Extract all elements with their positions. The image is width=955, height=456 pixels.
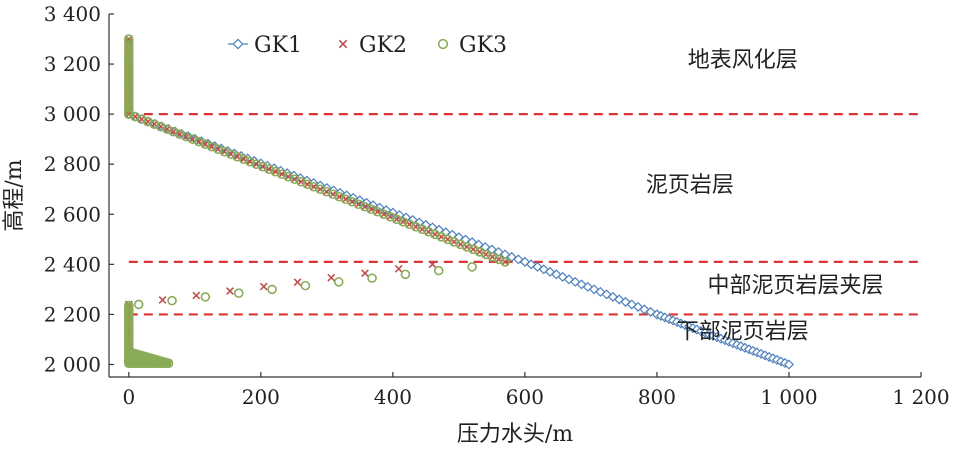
data-point	[570, 276, 581, 287]
legend-marker	[338, 39, 348, 49]
data-point	[595, 286, 606, 297]
data-point	[124, 106, 134, 116]
data-point	[607, 291, 618, 302]
data-point	[300, 280, 311, 291]
y-tick-label: 3 000	[44, 102, 101, 126]
data-point	[333, 277, 344, 287]
data-point	[259, 282, 268, 291]
x-tick-label: 1 200	[892, 385, 949, 409]
data-point	[124, 85, 134, 95]
data-point	[124, 82, 134, 92]
data-point	[267, 284, 277, 295]
legend-label: GK1	[254, 33, 302, 58]
y-tick-label: 2 400	[44, 252, 101, 276]
legend-label: GK3	[459, 33, 507, 58]
data-point	[433, 265, 444, 276]
y-tick-label: 3 400	[44, 2, 101, 26]
layer-label-4: 下部泥页岩层	[677, 320, 809, 345]
data-point	[124, 64, 134, 74]
layer-label-2: 泥页岩层	[646, 173, 734, 198]
x-tick-label: 600	[506, 385, 544, 409]
data-point	[124, 100, 134, 110]
data-point	[327, 273, 336, 282]
data-point	[500, 249, 511, 260]
legend-item-gk3: GK3	[437, 33, 507, 58]
data-point	[394, 264, 403, 273]
data-point	[124, 91, 134, 101]
data-point	[124, 73, 134, 83]
data-point	[563, 274, 574, 285]
data-point	[551, 269, 562, 280]
legend-marker	[232, 38, 244, 50]
data-point	[500, 257, 510, 267]
data-point	[192, 291, 201, 300]
legend-item-gk1: GK1	[228, 33, 302, 58]
data-point	[124, 103, 134, 113]
data-point	[626, 299, 637, 310]
data-point	[167, 295, 177, 306]
x-axis-title: 压力水头/m	[457, 422, 573, 447]
y-axis-title: 高程/m	[2, 159, 27, 231]
data-point	[124, 70, 134, 80]
legend-marker	[437, 38, 449, 50]
data-point	[124, 58, 134, 68]
data-point	[233, 288, 244, 298]
data-point	[124, 61, 134, 71]
data-point	[783, 359, 795, 370]
x-tick-label: 200	[242, 385, 280, 409]
data-point	[293, 278, 302, 287]
data-point	[620, 296, 631, 307]
legend-item-gk2: GK2	[338, 33, 407, 58]
data-point	[226, 287, 234, 295]
data-point	[124, 67, 134, 77]
data-point	[124, 52, 134, 62]
layer-label-3: 中部泥页岩层夹层	[708, 273, 884, 298]
data-point	[124, 34, 134, 44]
x-tick-label: 1 000	[760, 385, 817, 409]
y-tick-label: 2 800	[44, 152, 101, 176]
data-point	[124, 40, 134, 50]
data-point	[124, 79, 134, 89]
data-point	[361, 269, 369, 278]
data-point	[124, 43, 134, 53]
plot-area	[109, 14, 921, 377]
x-tick-label: 400	[374, 385, 412, 409]
legend-label: GK2	[359, 33, 407, 58]
layer-label-1: 地表风化层	[688, 48, 798, 73]
data-point	[467, 262, 477, 272]
data-point	[124, 300, 134, 311]
data-point	[428, 260, 437, 269]
x-tick-label: 0	[122, 385, 135, 409]
data-point	[158, 296, 167, 304]
data-point	[133, 299, 144, 310]
data-point	[124, 46, 134, 56]
data-point	[367, 273, 377, 283]
y-tick-label: 2 000	[44, 352, 101, 376]
series-gk3	[124, 34, 510, 369]
data-point	[538, 264, 549, 275]
data-point	[526, 259, 537, 270]
data-point	[163, 358, 174, 369]
data-point	[124, 97, 134, 107]
data-point	[124, 37, 134, 47]
y-tick-label: 2 600	[44, 202, 101, 226]
data-point	[582, 281, 593, 292]
data-point	[124, 55, 134, 65]
data-point	[513, 254, 524, 265]
data-point	[124, 76, 134, 86]
y-tick-label: 2 200	[44, 302, 101, 326]
data-point	[124, 49, 134, 59]
x-tick-label: 800	[638, 385, 676, 409]
data-point	[400, 269, 411, 280]
data-point	[200, 292, 211, 302]
y-tick-label: 3 200	[44, 52, 101, 76]
data-point	[124, 88, 134, 98]
data-point	[124, 94, 134, 104]
